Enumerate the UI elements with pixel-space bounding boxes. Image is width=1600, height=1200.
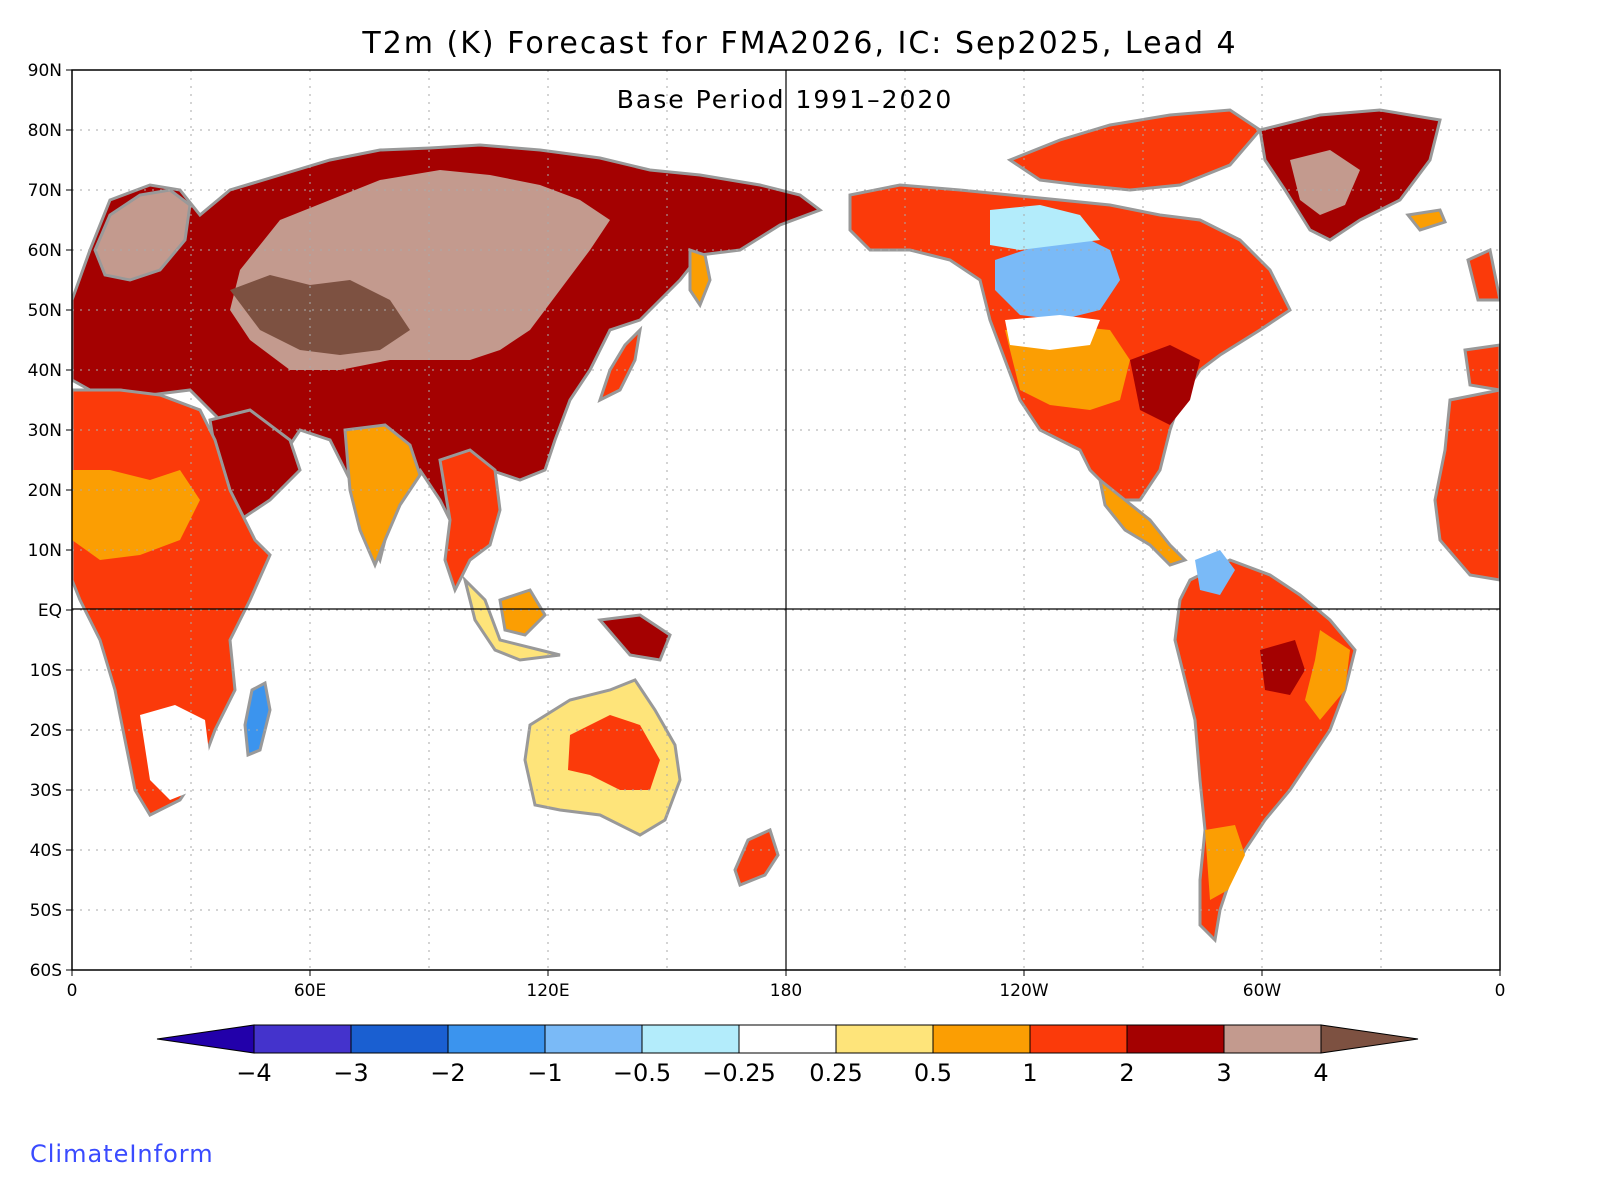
colorbar-tick-label: 3 [1216,1059,1231,1087]
sahara-moderate-anomaly [72,470,200,560]
colorbar-swatch [738,1024,837,1054]
colorbar-swatch [932,1024,1031,1054]
brand-label: ClimateInform [30,1140,214,1168]
southeast-asia-region [438,448,502,594]
lat-label: 30S [30,781,62,801]
australia-warm-core [568,715,660,790]
central-asia-peak-anomaly [230,275,410,355]
greenland-peak [1290,150,1360,215]
colorbar-tick-label: −0.5 [613,1059,671,1087]
colorbar-arrow-low [156,1024,255,1054]
lon-label: 180 [770,981,802,1001]
lat-label: 10N [28,541,62,561]
colorbar-arrow-high [1320,1024,1419,1054]
colorbar-tick-label: −1 [527,1059,562,1087]
usa-east-strong [1130,345,1200,425]
lat-label: 70N [28,181,62,201]
britain-right-edge [1466,247,1500,302]
colombia-cool [1195,550,1235,595]
map-title: T2m (K) Forecast for FMA2026, IC: Sep202… [362,26,1238,61]
west-africa-right-edge [1433,388,1500,582]
lon-label: 60W [1243,981,1282,1001]
colorbar-tick-label: −4 [236,1059,271,1087]
south-america-landmass [1173,558,1357,944]
latitude-labels: 90N 80N 70N 60N 50N 40N 30N 20N 10N EQ 10S 20S 30S 40… [28,61,72,981]
iberia-right-edge [1463,343,1500,392]
lon-label: 0 [67,981,78,1001]
new-guinea [597,613,672,662]
colorbar-swatch [1029,1024,1128,1054]
colorbar-tick-label: 2 [1119,1059,1134,1087]
colorbar-tick-label: 0.5 [914,1059,952,1087]
colorbar-swatch [253,1024,352,1054]
colorbar-swatch [350,1024,449,1054]
borneo [498,588,547,637]
colorbar-tick-label: −2 [430,1059,465,1087]
lat-label: 40S [30,841,62,861]
lat-label: 20S [30,721,62,741]
patagonia-moderate [1205,825,1245,900]
madagascar [243,680,272,758]
canada-slight-cool [990,205,1100,250]
colorbar-swatch [544,1024,643,1054]
colorbar-swatch [447,1024,546,1054]
brazil-east-moderate [1305,630,1350,720]
new-zealand [733,827,780,887]
colorbar-swatch [1126,1024,1225,1054]
lat-label: 80N [28,121,62,141]
lon-label: 60E [294,981,326,1001]
longitude-labels: 0 60E 120E 180 120W 60W 0 [67,970,1506,1001]
colorbar-swatch [1223,1024,1322,1054]
canadian-arctic-islands [1006,108,1263,192]
colorbar-tick-label: 0.25 [809,1059,862,1087]
colorbar-swatch [641,1024,740,1054]
colorbar: −4 −3 −2 −1 −0.5 −0.25 0.25 0.5 1 2 3 4 [156,1024,1419,1087]
lon-label: 0 [1495,981,1506,1001]
sumatra-java [462,575,561,662]
lat-label: 10S [30,661,62,681]
colorbar-tick-label: −0.25 [702,1059,776,1087]
lat-label: 60S [30,961,62,981]
iceland [1405,208,1448,232]
kamchatka [688,247,712,309]
lat-label: EQ [38,601,62,621]
usa-north-neutral [1005,315,1100,350]
anomaly-field [72,108,1500,944]
colorbar-swatch [835,1024,934,1054]
lat-label: 40N [28,361,62,381]
lat-label: 50S [30,901,62,921]
lat-label: 30N [28,421,62,441]
central-america [1097,476,1188,567]
lon-label: 120W [999,981,1048,1001]
india-region [343,423,422,569]
lon-label: 120E [526,981,569,1001]
canada-cool-anomaly [995,235,1120,320]
southern-africa-neutral [140,705,210,800]
map-subtitle: Base Period 1991–2020 [617,85,953,114]
lat-label: 60N [28,241,62,261]
colorbar-tick-label: 1 [1022,1059,1037,1087]
lat-label: 20N [28,481,62,501]
lat-label: 50N [28,301,62,321]
amazon-strong [1260,640,1305,695]
colorbar-tick-label: −3 [333,1059,368,1087]
lat-label: 90N [28,61,62,81]
scandinavia-region [93,188,192,282]
colorbar-tick-label: 4 [1313,1059,1328,1087]
